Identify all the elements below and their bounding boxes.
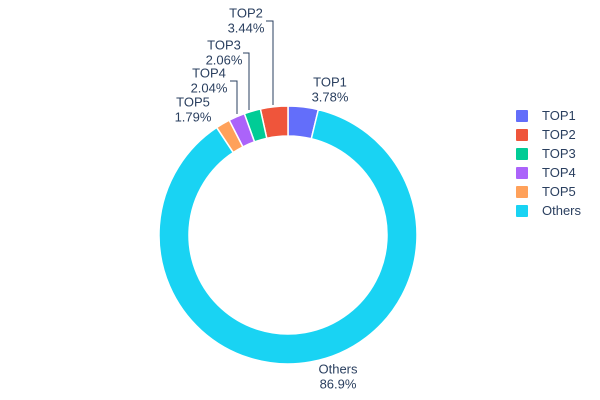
label-line-top4 [230, 80, 238, 114]
label-line-top3 [243, 52, 250, 110]
legend-swatch-top1 [516, 109, 528, 122]
pie-slice-top3[interactable] [243, 108, 268, 143]
pie-slice-top5[interactable] [215, 119, 244, 154]
slice-label-top5: TOP5 1.79% [175, 95, 212, 125]
legend-item-top5[interactable]: TOP5 [516, 182, 581, 201]
legend-label-top3: TOP3 [542, 146, 576, 161]
slice-label-others: Others 86.9% [318, 362, 358, 392]
legend-item-top2[interactable]: TOP2 [516, 125, 581, 144]
legend-label-top1: TOP1 [542, 108, 576, 123]
legend-swatch-top4 [516, 166, 528, 179]
slice-label-top1: TOP1 3.78% [312, 75, 349, 105]
legend: TOP1 TOP2 TOP3 TOP4 TOP5 Others [516, 106, 581, 220]
legend-swatch-others [516, 204, 528, 217]
legend-item-others[interactable]: Others [516, 201, 581, 220]
legend-label-top2: TOP2 [542, 127, 576, 142]
pie-slice-top4[interactable] [228, 112, 256, 148]
legend-swatch-top3 [516, 147, 528, 160]
label-line-top2 [266, 20, 274, 105]
legend-label-top4: TOP4 [542, 165, 576, 180]
pie-slice-others[interactable] [158, 108, 418, 365]
legend-label-others: Others [542, 203, 582, 218]
pie-slice-top2[interactable] [259, 105, 289, 140]
legend-label-top5: TOP5 [542, 184, 576, 199]
legend-item-top1[interactable]: TOP1 [516, 106, 581, 125]
legend-swatch-top5 [516, 185, 528, 198]
legend-item-top3[interactable]: TOP3 [516, 144, 581, 163]
legend-item-top4[interactable]: TOP4 [516, 163, 581, 182]
slice-label-top4: TOP4 2.04% [191, 66, 228, 96]
slice-label-top3: TOP3 2.06% [206, 38, 243, 68]
legend-swatch-top2 [516, 128, 528, 141]
slice-label-top2: TOP2 3.44% [228, 6, 265, 36]
